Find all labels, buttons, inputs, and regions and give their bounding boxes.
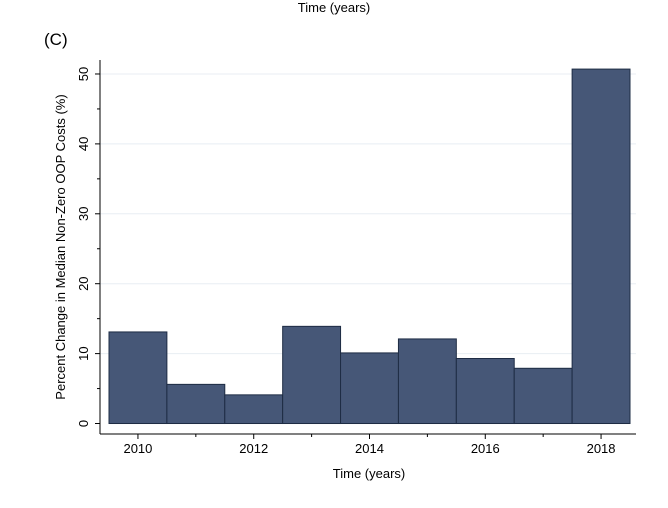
bar-2011 xyxy=(166,383,226,425)
y-tick-label-40: 40 xyxy=(76,137,91,151)
y-tick-label-20: 20 xyxy=(76,276,91,290)
grid-layer xyxy=(100,73,636,355)
x-tick-label-2016: 2016 xyxy=(471,441,500,456)
bar-2012 xyxy=(224,394,284,425)
y-axis-title: Percent Change in Median Non-Zero OOP Co… xyxy=(53,94,68,399)
y-tick-label-50: 50 xyxy=(76,67,91,81)
x-axis-title: Time (years) xyxy=(333,466,405,481)
bar-2016 xyxy=(455,358,515,425)
bar-2015 xyxy=(397,338,457,425)
bar-2017 xyxy=(513,367,573,425)
panel-label: (C) xyxy=(44,30,68,49)
x-tick-label-2010: 2010 xyxy=(123,441,152,456)
x-tick-label-2018: 2018 xyxy=(587,441,616,456)
bar-2013 xyxy=(282,325,342,425)
axes-layer: 0 10 20 30 40 50 2010 2012 2014 2016 2018 xyxy=(76,60,636,456)
bar-2018 xyxy=(571,68,631,425)
bars-layer xyxy=(108,68,631,425)
y-tick-label-30: 30 xyxy=(76,207,91,221)
y-tick-label-10: 10 xyxy=(76,346,91,360)
bar-2014 xyxy=(340,352,399,425)
y-tick-label-0: 0 xyxy=(76,420,91,427)
x-tick-label-2012: 2012 xyxy=(239,441,268,456)
bar-2010 xyxy=(108,331,168,425)
x-tick-label-2014: 2014 xyxy=(355,441,384,456)
top-caption: Time (years) xyxy=(297,0,371,15)
